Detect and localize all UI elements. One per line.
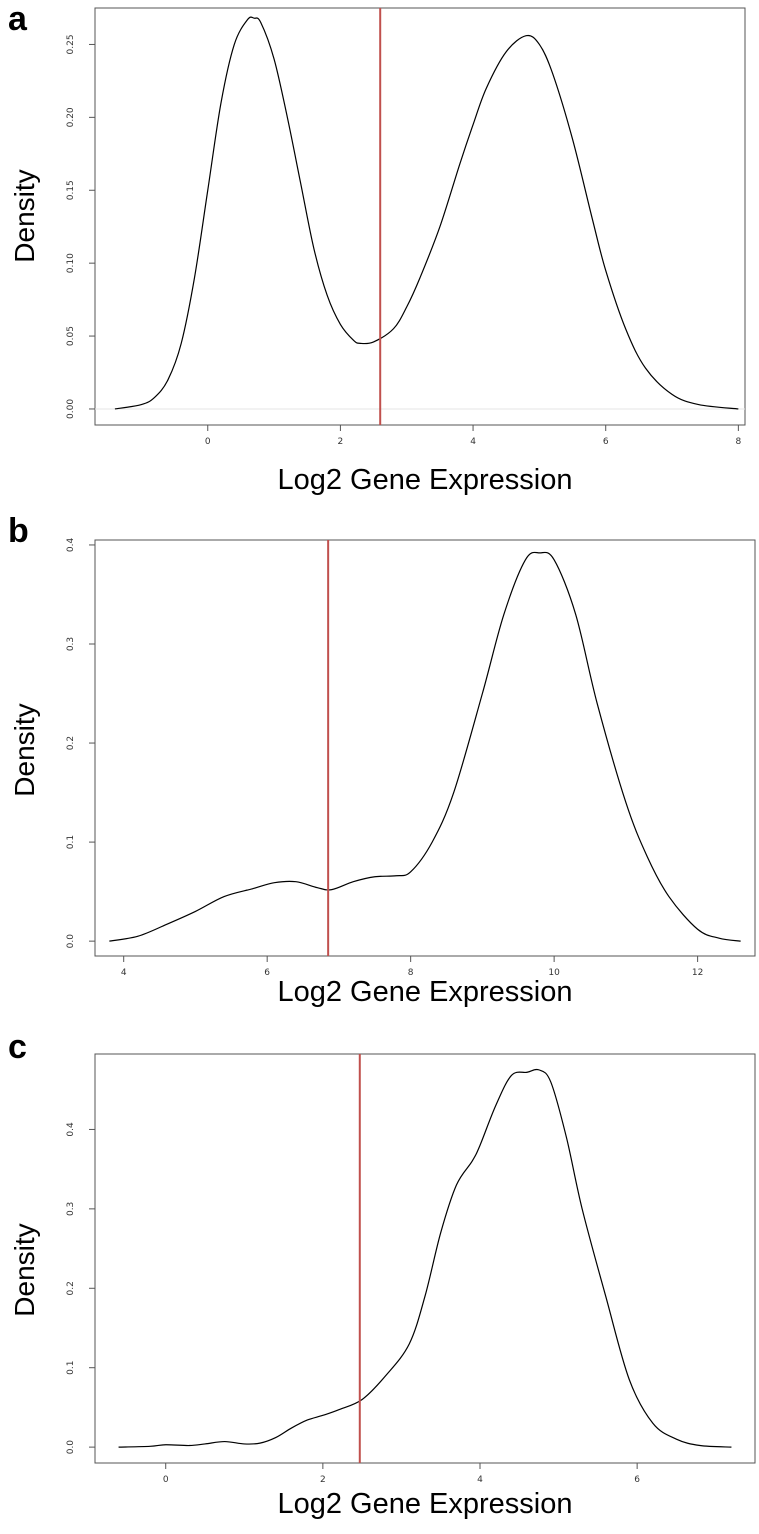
x-tick-label: 8 xyxy=(736,437,742,447)
x-tick-label: 6 xyxy=(264,968,270,978)
y-tick-label: 0.0 xyxy=(66,934,76,949)
panel-c: 0 2 4 6 0.0 0.1 0.2 0.3 0.4 c Density Log2 Gene … xyxy=(0,1022,759,1534)
x-tick-label: 0 xyxy=(163,1475,169,1485)
y-tick-label: 0.25 xyxy=(66,34,76,54)
x-tick-label: 2 xyxy=(338,437,344,447)
y-tick-label: 0.05 xyxy=(66,326,76,346)
x-tick-label: 6 xyxy=(603,437,609,447)
panel-letter-c: c xyxy=(8,1028,27,1066)
x-tick-label: 8 xyxy=(408,968,414,978)
y-tick-label: 0.3 xyxy=(66,637,76,651)
y-tick-label: 0.20 xyxy=(66,107,76,127)
panel-b: 4 6 8 10 12 0.0 0.1 0.2 0.3 0.4 b Density Log2 Ge… xyxy=(0,510,759,1022)
y-tick-label: 0.2 xyxy=(66,1281,76,1295)
plot-frame xyxy=(94,7,746,426)
plot-b: 4 6 8 10 12 0.0 0.1 0.2 0.3 0.4 xyxy=(66,538,756,978)
y-tick-label: 0.00 xyxy=(66,399,76,419)
x-tick-label: 2 xyxy=(320,1475,326,1485)
x-tick-label: 4 xyxy=(121,968,127,978)
density-curve xyxy=(118,1068,732,1448)
panel-letter-b: b xyxy=(8,512,29,550)
y-tick-label: 0.1 xyxy=(66,1361,76,1375)
y-tick-label: 0.3 xyxy=(66,1202,76,1216)
x-axis-label-a: Log2 Gene Expression xyxy=(277,464,573,496)
y-tick-label: 0.0 xyxy=(66,1440,76,1455)
x-tick-label: 0 xyxy=(205,437,211,447)
plot-frame xyxy=(94,1053,756,1464)
y-tick-label: 0.2 xyxy=(66,736,76,750)
plot-a: 0 2 4 6 8 0.00 0.05 0.10 0.15 0.20 0.25 xyxy=(66,7,746,447)
x-tick-label: 12 xyxy=(692,968,703,978)
x-tick-label: 6 xyxy=(634,1475,640,1485)
y-tick-label: 0.4 xyxy=(66,538,76,553)
x-axis-label-b: Log2 Gene Expression xyxy=(277,976,573,1008)
density-curve xyxy=(114,16,739,410)
y-tick-label: 0.10 xyxy=(66,253,76,273)
y-tick-label: 0.15 xyxy=(66,180,76,200)
plot-frame xyxy=(94,539,756,957)
panel-letter-a: a xyxy=(8,0,27,38)
density-curve xyxy=(109,551,741,942)
x-tick-label: 4 xyxy=(477,1475,483,1485)
panel-a: 0 2 4 6 8 0.00 0.05 0.10 0.15 0.20 0.25 a Density … xyxy=(0,0,759,510)
y-tick-label: 0.4 xyxy=(66,1122,76,1137)
plot-c: 0 2 4 6 0.0 0.1 0.2 0.3 0.4 xyxy=(66,1053,756,1485)
y-axis-label-a: Density xyxy=(9,169,40,263)
x-tick-label: 4 xyxy=(470,437,476,447)
x-tick-label: 10 xyxy=(548,968,560,978)
y-tick-label: 0.1 xyxy=(66,835,76,849)
y-axis-label-b: Density xyxy=(9,703,40,797)
y-axis-label-c: Density xyxy=(9,1223,40,1317)
x-axis-label-c: Log2 Gene Expression xyxy=(277,1488,573,1520)
